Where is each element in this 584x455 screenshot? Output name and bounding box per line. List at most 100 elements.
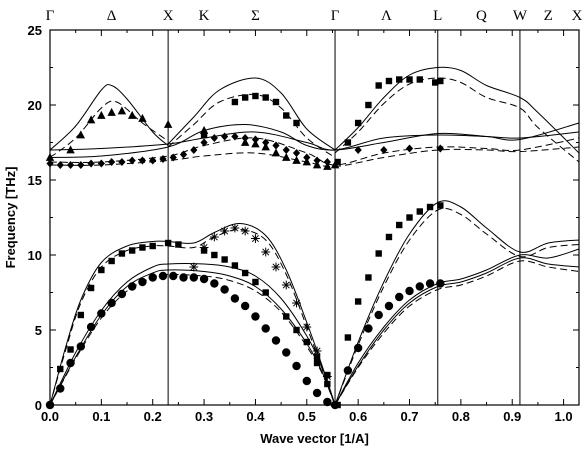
data-point-triangle (107, 107, 116, 116)
symmetry-label: K (199, 8, 210, 24)
data-point-circle (292, 361, 301, 371)
star-stroke (272, 263, 280, 271)
data-point-square (87, 284, 95, 292)
data-point-square (313, 353, 321, 361)
x-tick-label: 0.6 (349, 409, 367, 424)
x-tick-label: 0.1 (92, 409, 110, 424)
symmetry-label: X (572, 8, 583, 24)
data-point-diamond (282, 146, 290, 154)
star-stroke (221, 227, 229, 235)
data-point-square (293, 326, 300, 334)
data-point-square (406, 76, 413, 83)
data-point-square (128, 247, 136, 254)
x-tick-label: 0.3 (195, 409, 213, 424)
data-point-diamond (56, 161, 64, 169)
data-point-star (220, 226, 230, 236)
y-tick-label: 10 (28, 248, 42, 263)
data-point-circle (343, 366, 353, 375)
data-point-square (365, 274, 372, 281)
star-stroke (241, 227, 249, 235)
dispersion-curve-dashed (49, 146, 580, 168)
data-point-circle (76, 342, 86, 351)
data-point-square (385, 233, 393, 241)
symmetry-label: Z (544, 8, 553, 24)
symmetry-label: Δ (107, 8, 117, 24)
dispersion-curve-dashed (334, 260, 580, 406)
data-point-square (437, 202, 444, 209)
symmetry-label: Γ (46, 8, 55, 24)
symmetry-label: W (513, 8, 528, 24)
data-point-triangle (271, 148, 281, 157)
data-point-square (334, 158, 341, 166)
y-axis-ticks: 0 5 10 15 20 25 (28, 23, 579, 413)
dispersion-curve-solid (334, 248, 580, 406)
data-point-star (199, 243, 209, 252)
data-point-square (241, 269, 249, 277)
data-point-circle (148, 273, 157, 282)
data-point-star (251, 234, 260, 243)
data-point-triangle (97, 110, 106, 119)
data-point-square (324, 380, 331, 388)
star-stroke (293, 299, 301, 307)
data-point-star (302, 322, 312, 332)
data-point-diamond (380, 146, 388, 154)
data-point-square (241, 94, 249, 101)
data-point-square (200, 131, 208, 139)
dispersion-curve-solid (334, 66, 580, 154)
x-tick-label: 0.2 (144, 409, 162, 424)
data-point-square (283, 112, 290, 119)
data-point-diamond (210, 134, 218, 142)
data-point-circle (271, 336, 281, 345)
dispersion-curve-solid (334, 200, 580, 406)
data-point-star (281, 280, 291, 290)
data-point-circle (251, 312, 260, 321)
data-point-square (57, 365, 64, 373)
data-point-circle (138, 277, 147, 287)
star-stroke (323, 372, 331, 381)
data-point-triangle (199, 125, 209, 134)
data-point-square (175, 241, 182, 248)
data-point-triangle (330, 160, 340, 169)
data-point-star (209, 232, 219, 242)
data-point-circle (117, 289, 127, 299)
data-point-diamond (149, 156, 157, 165)
data-point-diamond (303, 153, 311, 162)
data-point-diamond (169, 153, 177, 162)
x-axis-title: Wave vector [1/A] (260, 431, 369, 446)
data-point-circle (240, 301, 250, 311)
y-tick-label: 5 (35, 323, 42, 338)
data-point-circle (395, 292, 404, 302)
data-point-square (375, 250, 382, 257)
data-point-circle (210, 279, 219, 288)
data-point-diamond (405, 144, 414, 153)
data-point-square (344, 139, 352, 146)
data-point-square (344, 334, 352, 341)
data-point-circle (384, 301, 394, 311)
data-point-star (240, 226, 250, 236)
dispersion-curve-dashed (49, 228, 336, 406)
data-point-diamond (190, 146, 198, 154)
data-point-diamond (179, 150, 188, 159)
data-point-diamond (251, 135, 260, 144)
data-point-circle (66, 358, 75, 368)
data-point-circle (364, 324, 373, 333)
dispersion-curve-solid (334, 257, 580, 406)
x-tick-label: 0.7 (400, 409, 418, 424)
data-point-triangle (292, 155, 301, 164)
x-tick-label: 0.8 (452, 409, 470, 424)
y-tick-label: 25 (28, 23, 42, 38)
x-tick-label: 0.0 (41, 409, 59, 424)
data-point-circle (436, 279, 445, 288)
x-tick-label: 1.0 (555, 409, 573, 424)
data-point-diamond (272, 141, 280, 150)
dispersion-curve-dashed (334, 77, 580, 163)
data-point-square (211, 251, 218, 259)
data-point-square (283, 313, 290, 320)
data-point-square (313, 359, 321, 367)
data-point-circle (107, 298, 116, 308)
data-point-diamond (241, 134, 249, 142)
data-point-star (189, 262, 199, 272)
data-point-diamond (66, 161, 75, 169)
data-point-diamond (436, 144, 444, 153)
